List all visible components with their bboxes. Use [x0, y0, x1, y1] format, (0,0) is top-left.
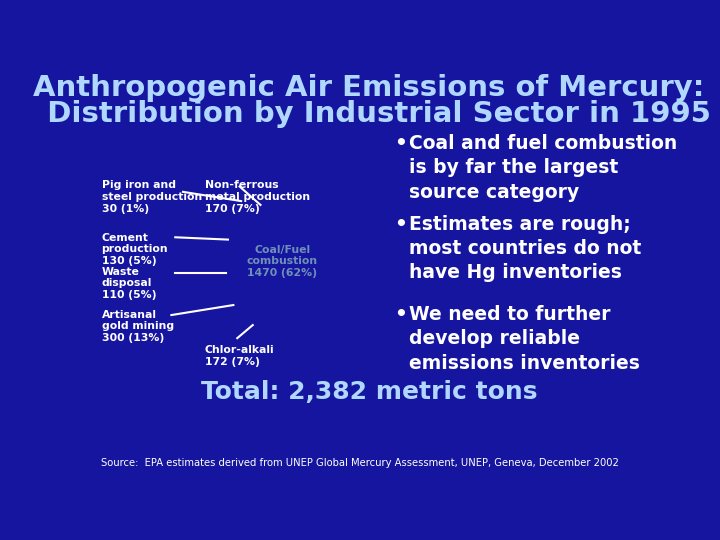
- Text: We need to further
develop reliable
emissions inventories: We need to further develop reliable emis…: [408, 305, 639, 373]
- Text: Distribution by Industrial Sector in 1995: Distribution by Industrial Sector in 199…: [27, 100, 711, 128]
- Text: Coal and fuel combustion
is by far the largest
source category: Coal and fuel combustion is by far the l…: [408, 134, 677, 201]
- Text: •: •: [395, 215, 408, 234]
- Text: Coal/Fuel
combustion
1470 (62%): Coal/Fuel combustion 1470 (62%): [247, 245, 318, 278]
- Text: Total: 2,382 metric tons: Total: 2,382 metric tons: [201, 380, 537, 404]
- Text: Estimates are rough;
most countries do not
have Hg inventories: Estimates are rough; most countries do n…: [408, 215, 641, 282]
- Text: Waste
disposal
110 (5%): Waste disposal 110 (5%): [102, 267, 156, 300]
- Text: Chlor-alkali
172 (7%): Chlor-alkali 172 (7%): [204, 345, 274, 367]
- Text: •: •: [395, 134, 408, 153]
- Text: Artisanal
gold mining
300 (13%): Artisanal gold mining 300 (13%): [102, 309, 174, 343]
- Text: Source:  EPA estimates derived from UNEP Global Mercury Assessment, UNEP, Geneva: Source: EPA estimates derived from UNEP …: [101, 458, 618, 468]
- Text: Non-ferrous
metal production
170 (7%): Non-ferrous metal production 170 (7%): [204, 180, 310, 213]
- Text: Pig iron and
steel production
30 (1%): Pig iron and steel production 30 (1%): [102, 180, 202, 213]
- Text: Cement
production
130 (5%): Cement production 130 (5%): [102, 233, 168, 266]
- Text: Anthropogenic Air Emissions of Mercury:: Anthropogenic Air Emissions of Mercury:: [33, 74, 705, 102]
- Text: •: •: [395, 305, 408, 324]
